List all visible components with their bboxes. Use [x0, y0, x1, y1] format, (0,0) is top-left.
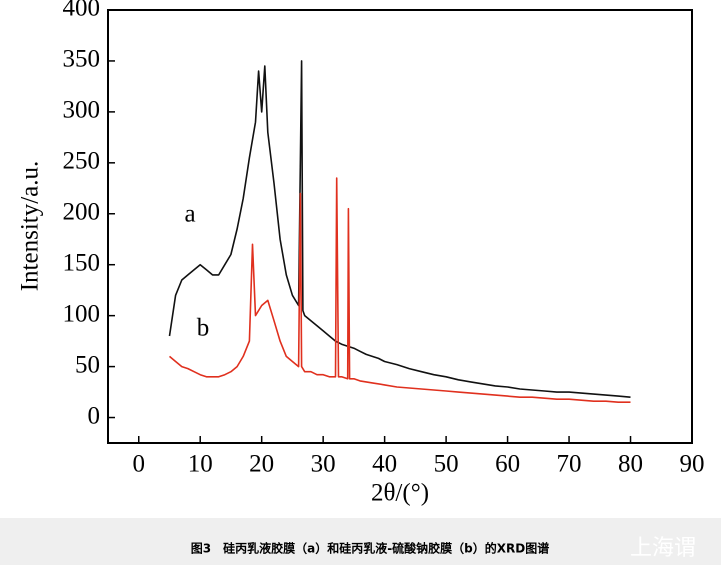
y-tick-label: 350 — [63, 46, 101, 73]
x-tick-label: 70 — [557, 451, 582, 478]
x-axis-label: 2θ/(°) — [371, 480, 429, 507]
x-tick-label: 30 — [311, 451, 336, 478]
y-tick-label: 250 — [63, 148, 101, 175]
series-line — [168, 177, 631, 403]
y-tick-label: 100 — [63, 300, 101, 327]
x-tick-label: 10 — [188, 451, 213, 478]
series-label: a — [184, 201, 195, 228]
caption-band — [0, 518, 721, 565]
x-tick-label: 50 — [434, 451, 459, 478]
x-tick-label: 40 — [372, 451, 397, 478]
y-tick-label: 200 — [63, 198, 101, 225]
watermark: 上海谓 — [630, 536, 696, 561]
caption: 图3 硅丙乳液胶膜（a）和硅丙乳液-硫酸钠胶膜（b）的XRD图谱 — [191, 541, 549, 556]
series-label: b — [197, 315, 210, 342]
x-tick-label: 20 — [249, 451, 274, 478]
series-line — [168, 60, 631, 398]
y-tick-label: 150 — [63, 249, 101, 276]
x-tick-label: 60 — [495, 451, 520, 478]
x-tick-label: 0 — [132, 451, 145, 478]
y-tick-label: 400 — [63, 0, 101, 22]
plot-frame — [107, 9, 693, 444]
y-axis-label: Intensity/a.u. — [17, 161, 44, 292]
x-tick-label: 90 — [680, 451, 705, 478]
y-tick-label: 50 — [75, 351, 100, 378]
x-tick-label: 80 — [618, 451, 643, 478]
y-tick-label: 300 — [63, 97, 101, 124]
y-tick-label: 0 — [88, 402, 101, 429]
